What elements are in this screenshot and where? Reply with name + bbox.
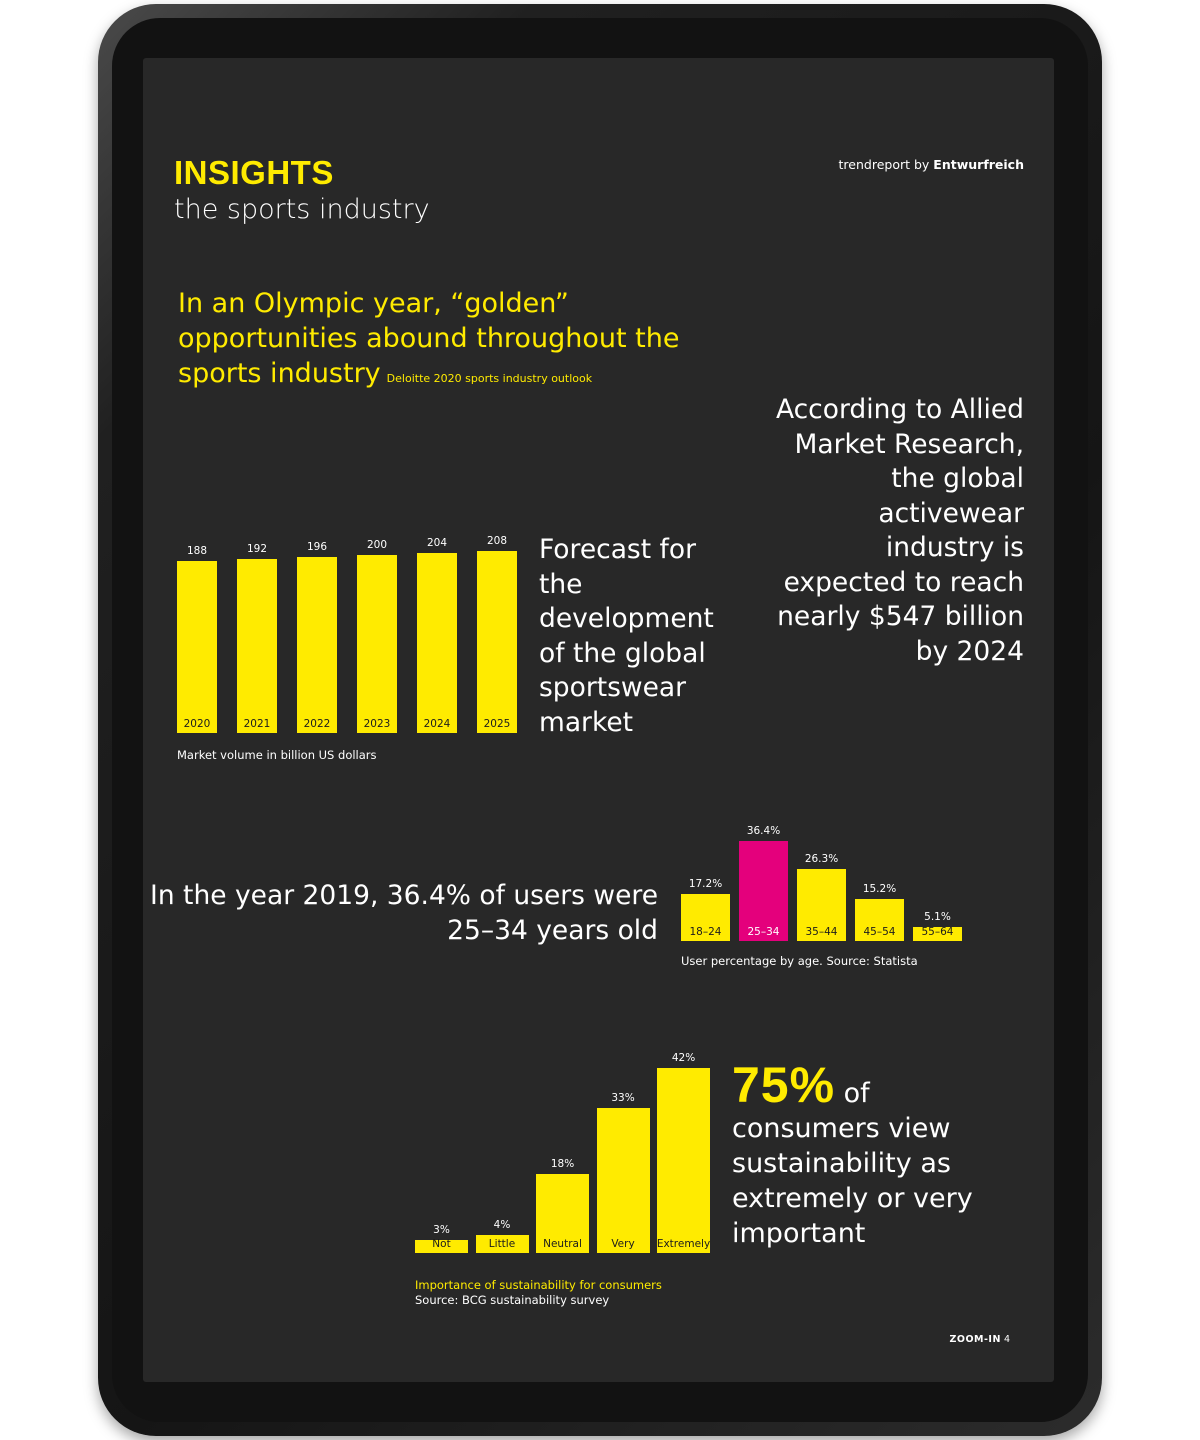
age-chart-caption: User percentage by age. Source: Statista <box>681 954 918 968</box>
page-footer: ZOOM-IN 4 <box>949 1334 1010 1345</box>
page-subtitle: the sports industry <box>174 194 430 225</box>
bar-value-label: 4% <box>493 1219 511 1232</box>
chart-bar <box>415 1239 468 1253</box>
chart-bar <box>177 561 217 733</box>
bar-value-label: 3% <box>433 1223 450 1236</box>
bar-value-label: 42% <box>671 1052 696 1065</box>
bar-value-label: 33% <box>611 1091 635 1104</box>
chart-bar <box>681 893 730 941</box>
forecast-text: Forecast for the development of the glob… <box>539 534 714 738</box>
sustainability-stat-text: of consumers view sustainability as extr… <box>732 1078 973 1249</box>
sustainability-chart-source: Source: BCG sustainability survey <box>415 1293 610 1307</box>
bar-value-label: 18% <box>550 1157 575 1170</box>
chart-bar <box>596 1107 650 1253</box>
chart-bar <box>855 899 904 941</box>
bar-category-label: 2023 <box>363 718 391 730</box>
page-title: INSIGHTS <box>174 154 334 191</box>
age-stat-text: In the year 2019, 36.4% of users were 25… <box>150 880 658 946</box>
bar-value-label: 188 <box>186 545 208 557</box>
sustainability-percent: 75% <box>732 1057 836 1113</box>
sustainability-chart-caption: Importance of sustainability for consume… <box>415 1278 662 1292</box>
brand-mark: trendreport by Entwurfreich <box>839 157 1024 172</box>
chart-bar <box>417 553 457 733</box>
bar-category-label: Little <box>488 1238 516 1250</box>
page-number: 4 <box>1003 1334 1010 1345</box>
bar-category-label: 2024 <box>423 718 451 730</box>
market-forecast-chart: 188 2020 192 2021 196 2022 200 2023 204 2024 208 20… <box>175 528 520 733</box>
bar-value-label: 204 <box>426 537 448 549</box>
headline-text: In an Olympic year, “golden” opportuniti… <box>178 288 680 389</box>
bar-value-label: 36.4% <box>746 824 781 837</box>
bar-category-label: 2020 <box>183 718 211 730</box>
bar-category-label: 18–24 <box>689 926 722 938</box>
bar-value-label: 208 <box>486 535 508 547</box>
bar-category-label: Extremely <box>656 1238 711 1250</box>
bar-category-label: 2025 <box>483 718 511 730</box>
bar-category-label: Neutral <box>543 1238 582 1250</box>
chart-bar <box>297 557 337 733</box>
chart-bar <box>237 559 277 733</box>
bar-category-label: 25–34 <box>747 926 780 938</box>
bar-category-label: Not <box>432 1238 451 1250</box>
bar-value-label: 200 <box>366 539 388 551</box>
chart-bar <box>477 551 517 733</box>
bar-category-label: 35–44 <box>805 926 838 938</box>
bar-value-label: 192 <box>246 543 268 555</box>
headline-source: Deloitte 2020 sports industry outlook <box>386 372 593 385</box>
chart-bar <box>357 555 397 733</box>
sustainability-chart: 3% Not 4% Little 18% Neutral 33% Very 42% Extreme… <box>415 1048 715 1273</box>
bar-value-label: 196 <box>306 541 328 553</box>
footer-label: ZOOM-IN <box>949 1334 1001 1345</box>
market-chart-caption: Market volume in billion US dollars <box>177 748 377 762</box>
allied-market-text: According to Allied Market Research, the… <box>775 394 1024 667</box>
brand-prefix: trendreport by <box>838 157 930 172</box>
brand-name: Entwurfreich <box>933 157 1024 172</box>
bar-category-label: 55–64 <box>921 926 954 938</box>
chart-bar <box>913 926 962 941</box>
bar-category-label: 2022 <box>303 718 331 730</box>
chart-bar <box>475 1235 529 1253</box>
tablet-screen: INSIGHTS the sports industry trendreport… <box>143 58 1054 1382</box>
bar-value-label: 5.1% <box>924 910 951 923</box>
sustainability-stat: 75% of consumers view sustainability as … <box>732 1060 1012 1251</box>
bar-category-label: Very <box>611 1238 635 1250</box>
bar-category-label: 45–54 <box>863 926 896 938</box>
chart-bar <box>657 1068 710 1253</box>
chart-bar <box>536 1173 589 1253</box>
bar-value-label: 17.2% <box>688 877 723 890</box>
age-distribution-chart: 17.2% 18–24 36.4% 25–34 26.3% 35–44 15.2% 45–54… <box>679 818 969 941</box>
chart-bar <box>797 868 846 941</box>
headline: In an Olympic year, “golden” opportuniti… <box>178 286 738 396</box>
chart-bar <box>739 840 788 941</box>
bar-category-label: 2021 <box>243 718 271 730</box>
bar-value-label: 15.2% <box>862 883 897 896</box>
bar-value-label: 26.3% <box>804 852 839 865</box>
